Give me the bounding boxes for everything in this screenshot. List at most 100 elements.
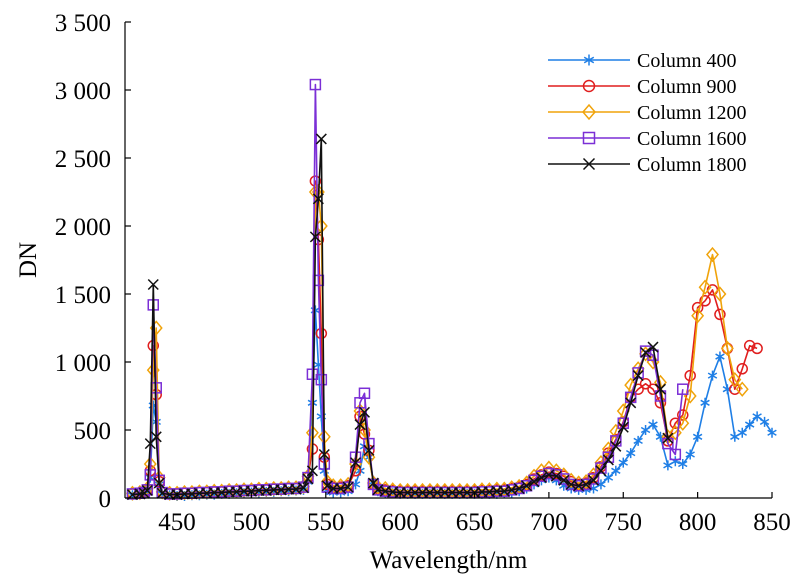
x-tick-label: 800: [679, 509, 717, 536]
data-point: [609, 423, 623, 440]
data-point: [315, 373, 328, 386]
data-point: [720, 340, 734, 357]
legend-entry: Column 900: [548, 76, 736, 98]
data-point: [367, 477, 379, 489]
legend-marker: [582, 103, 596, 121]
data-point: [565, 478, 577, 491]
data-point: [309, 78, 322, 91]
y-tick-label: 1 500: [55, 282, 111, 309]
data-point: [639, 345, 652, 357]
data-point: [654, 383, 666, 395]
data-point: [640, 425, 651, 435]
x-tick-label: 700: [530, 509, 568, 536]
legend-label: Column 400: [637, 50, 736, 72]
legend-entry: Column 1600: [548, 128, 746, 150]
data-point: [580, 478, 592, 490]
data-point: [558, 474, 570, 486]
data-point: [663, 460, 673, 471]
data-point: [587, 473, 600, 485]
data-point: [315, 133, 327, 145]
data-point: [639, 378, 652, 390]
data-point: [715, 351, 725, 362]
legend-label: Column 1800: [637, 154, 746, 176]
series-line: [132, 138, 669, 496]
data-point: [315, 327, 328, 340]
data-point: [595, 465, 607, 477]
data-point: [684, 369, 696, 382]
axes: 450 500 550 600 650 700 750 800 850 0 500 1 000 1 5…: [55, 10, 791, 536]
data-point: [297, 482, 310, 494]
data-point: [564, 472, 578, 488]
data-point: [625, 448, 636, 459]
legend: Column 400 Column 900 Column 1200 Column 16…: [548, 50, 746, 176]
data-point: [150, 431, 162, 443]
data-point: [759, 416, 770, 427]
x-tick-label: 750: [605, 509, 643, 536]
y-tick-label: 1 000: [55, 350, 111, 377]
data-point: [662, 432, 674, 444]
data-point: [146, 362, 160, 378]
data-point: [358, 387, 371, 400]
data-point: [618, 457, 628, 468]
data-point: [647, 383, 659, 395]
data-point: [318, 448, 330, 461]
data-point: [640, 346, 652, 359]
data-point: [141, 484, 153, 497]
series-column-1200: [125, 184, 749, 501]
data-point: [736, 363, 749, 375]
x-tick-label: 450: [158, 509, 196, 536]
legend-entry: Column 400: [548, 50, 736, 72]
data-point: [669, 448, 682, 461]
data-point: [602, 451, 615, 463]
series-column-1600: [126, 78, 689, 500]
y-ticks: 0 500 1 000 1 500 2 000 2 500 3 000 3 500: [55, 10, 131, 513]
data-point: [714, 308, 726, 321]
y-tick-label: 2 000: [55, 214, 111, 241]
x-tick-label: 550: [307, 509, 345, 536]
data-point: [698, 279, 712, 295]
data-point: [752, 411, 762, 422]
data-point: [648, 419, 658, 430]
data-point: [354, 419, 366, 431]
y-tick-label: 3 500: [55, 10, 111, 37]
data-point: [595, 462, 607, 474]
data-point: [147, 278, 159, 291]
legend-label: Column 1600: [637, 128, 746, 150]
x-ticks: 450 500 550 600 650 700 750 800 850: [158, 492, 791, 536]
data-point: [744, 419, 755, 430]
data-point: [320, 474, 334, 490]
data-point: [321, 480, 333, 492]
data-point: [611, 465, 621, 476]
y-tick-label: 3 000: [55, 78, 111, 105]
data-point: [706, 246, 719, 263]
legend-label: Column 1200: [637, 102, 746, 124]
data-point: [677, 409, 689, 421]
data-point: [134, 488, 146, 500]
data-point: [312, 193, 324, 205]
data-point: [632, 370, 644, 382]
legend-marker: [583, 54, 595, 66]
data-point: [535, 472, 547, 484]
legend-marker: [582, 79, 596, 93]
data-point: [528, 476, 540, 488]
data-point: [743, 339, 756, 352]
data-point: [625, 397, 637, 409]
series-column-1800: [126, 133, 674, 501]
x-tick-label: 500: [233, 509, 271, 536]
data-point: [692, 431, 703, 442]
data-point: [691, 308, 705, 324]
data-point: [678, 459, 688, 469]
data-point: [302, 473, 314, 485]
data-point: [729, 383, 741, 395]
data-point: [633, 435, 643, 446]
legend-marker: [582, 131, 596, 145]
x-tick-label: 600: [381, 509, 419, 536]
legend-label: Column 900: [637, 76, 736, 98]
data-point: [513, 482, 525, 495]
data-point: [309, 231, 321, 243]
series-line: [132, 83, 684, 495]
data-point: [610, 440, 622, 452]
data-point: [670, 456, 681, 467]
data-point: [707, 370, 718, 381]
